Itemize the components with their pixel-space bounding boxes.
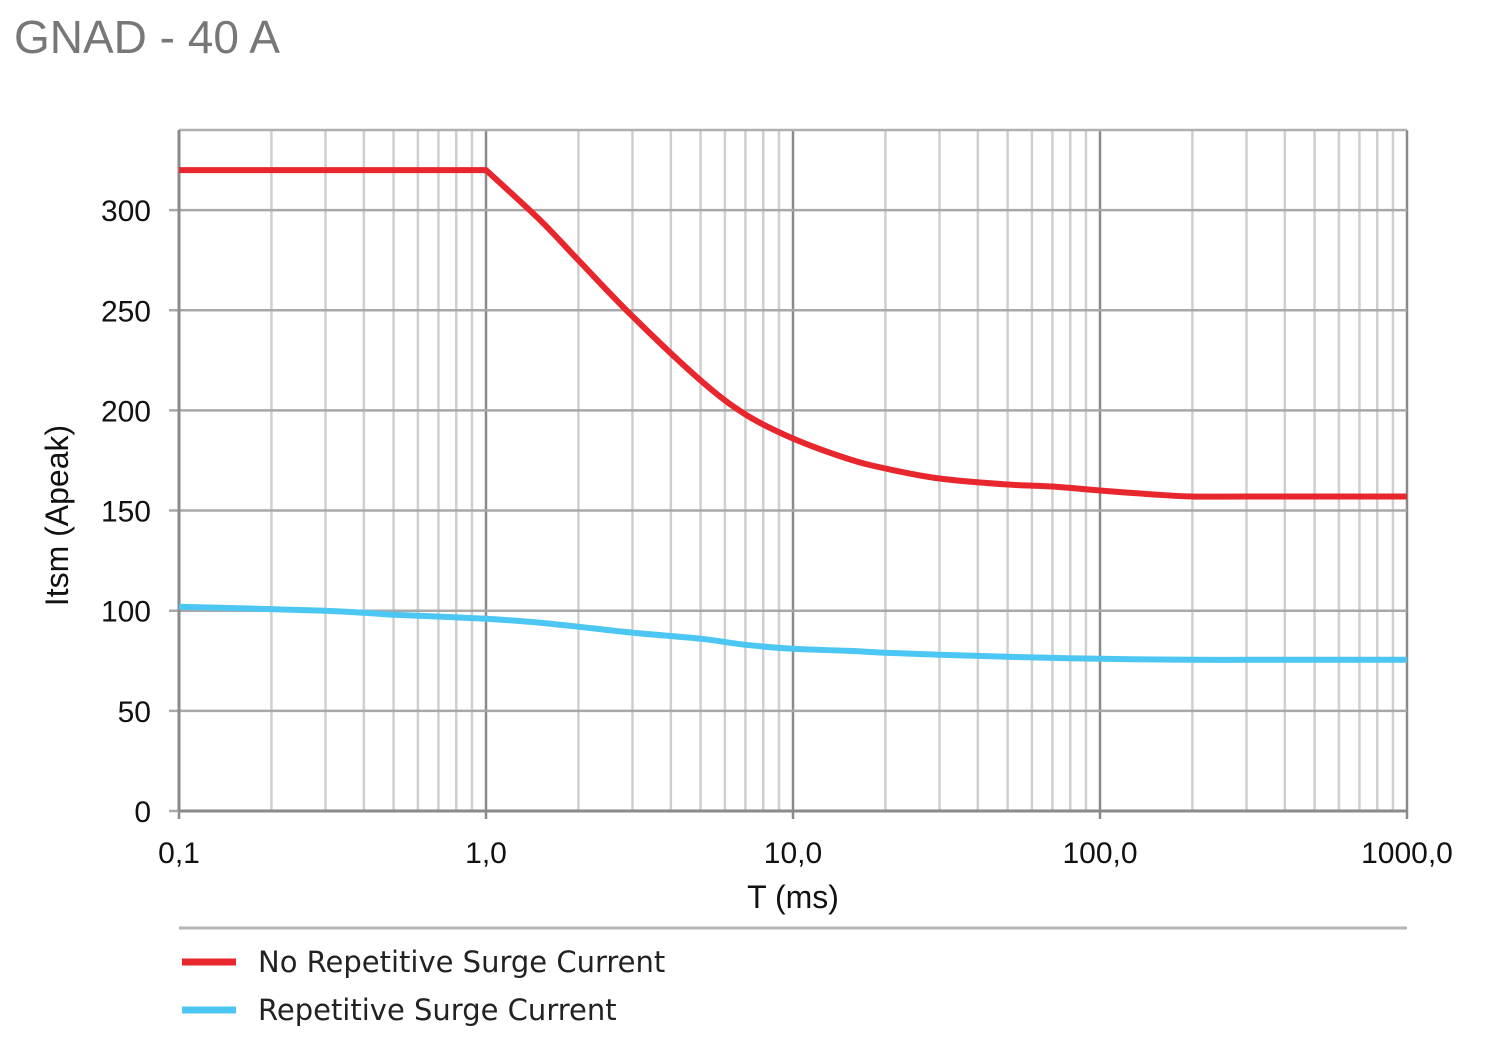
- grid: [169, 130, 1409, 819]
- tick-labels: 0,1 1,0 10,0 100,0 1000,0 0 50 100 150 200 250 300: [101, 195, 1453, 870]
- y-axis-title: Itsm (Apeak): [39, 425, 75, 606]
- y-tick-label: 300: [101, 195, 151, 228]
- series-line-repetitive: [178, 603, 1407, 663]
- y-tick-label: 100: [101, 596, 151, 629]
- x-tick-label: 10,0: [764, 837, 822, 870]
- series-line-no-repetitive: [179, 167, 1407, 500]
- x-tick-label: 0,1: [158, 837, 200, 870]
- y-tick-label: 150: [101, 496, 151, 529]
- y-tick-label: 0: [134, 796, 151, 829]
- x-tick-label: 1,0: [465, 837, 507, 870]
- x-tick-label: 100,0: [1062, 837, 1137, 870]
- y-tick-label: 250: [101, 295, 151, 328]
- legend: No Repetitive Surge Current Repetitive Su…: [182, 945, 665, 1027]
- x-axis-title: T (ms): [747, 879, 839, 915]
- y-tick-label: 200: [101, 395, 151, 428]
- x-tick-label: 1000,0: [1361, 837, 1453, 870]
- series-lines: [178, 167, 1407, 663]
- y-tick-label: 50: [118, 696, 151, 729]
- chart-title: GNAD - 40 A: [14, 11, 280, 63]
- legend-label: No Repetitive Surge Current: [258, 945, 665, 979]
- legend-label: Repetitive Surge Current: [258, 993, 617, 1027]
- axes: [177, 128, 1407, 813]
